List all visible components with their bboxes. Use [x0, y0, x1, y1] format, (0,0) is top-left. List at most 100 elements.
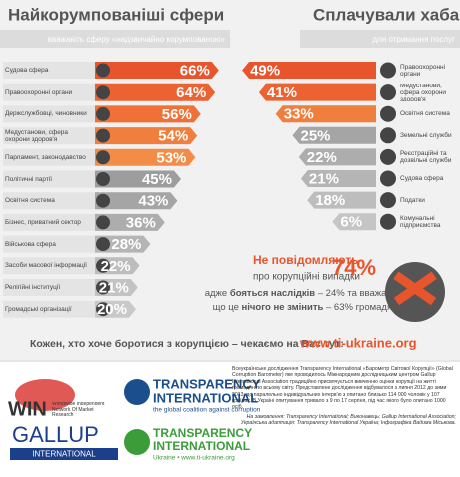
- category-label-box: Податки: [400, 196, 425, 204]
- subtitle-band: [0, 30, 230, 48]
- label-band: [3, 127, 95, 145]
- label-band: [3, 235, 95, 253]
- logo-text: INTERNATIONAL: [153, 390, 258, 405]
- notes: Всеукраїнське дослідження Transparency I…: [232, 366, 456, 426]
- category-label-box: Держслужбовці, чиновники: [5, 110, 87, 118]
- value-label: 64%: [176, 84, 206, 101]
- category-icon: [380, 213, 396, 230]
- footer-text: Кожен, хто хоче боротися з корупцією – ч…: [30, 338, 344, 350]
- category-label-box: Правоохоронні органи: [400, 63, 446, 78]
- win-gallup-logo: WIN Worldwide Independent Network Of Mar…: [8, 379, 118, 460]
- category-label: Медустанови, сфера охорони здоров'я: [400, 83, 447, 101]
- logo-sub: Worldwide Independent Network Of Market …: [52, 402, 104, 418]
- bar: [95, 62, 219, 79]
- bar: [242, 62, 376, 79]
- category-icon: [96, 215, 110, 230]
- category-icon: [96, 237, 110, 252]
- category-label: Медустанови, сфера охорони здоров'я: [5, 128, 69, 143]
- value-label: 56%: [162, 106, 192, 123]
- category-label: Правоохоронні органи: [5, 88, 73, 96]
- callout-text: Не повідомляють: [253, 253, 358, 267]
- category-label-box: Релігійні інституції: [5, 284, 60, 291]
- logo-text: INTERNATIONAL: [32, 450, 96, 459]
- category-icon: [96, 85, 110, 100]
- category-icon: [96, 63, 110, 78]
- category-icon: [380, 170, 396, 187]
- value-label: 21%: [99, 279, 129, 296]
- label-band: [3, 213, 95, 231]
- notes-body: Всеукраїнське дослідження Transparency I…: [232, 366, 453, 411]
- category-label-box: Реєстраційні та дозвільні служби: [400, 149, 452, 164]
- label-band: [3, 300, 95, 318]
- logo-text: GALLUP: [12, 422, 99, 447]
- value-label: 66%: [180, 62, 210, 79]
- value-label: 25%: [301, 127, 331, 144]
- category-label: Судова сфера: [400, 175, 444, 182]
- bar: [95, 105, 201, 123]
- category-label: Земельні служби: [400, 131, 452, 139]
- category-label-box: Правоохоронні органи: [5, 88, 73, 96]
- category-label: Політичні партії: [5, 175, 53, 183]
- ti-logo: TRANSPARENCY INTERNATIONAL the global co…: [124, 376, 261, 462]
- category-label-box: Медустанови, сфера охорони здоров'я: [400, 83, 447, 101]
- bar: [95, 192, 178, 210]
- label-band: [3, 170, 95, 188]
- category-icon: [380, 148, 396, 165]
- chart-title: Найкорумпованіші сфери: [8, 5, 224, 24]
- category-label: Правоохоронні органи: [400, 63, 446, 78]
- category-label: Податки: [400, 196, 425, 204]
- chart-subtitle: вважають сферу «надзвичайно корумпованою…: [48, 35, 226, 44]
- value-label: 41%: [267, 84, 297, 101]
- value-label: 28%: [111, 236, 141, 253]
- bar: [307, 191, 376, 209]
- callout-text: що це нічого не змінить – 63% громадян: [213, 302, 398, 313]
- category-label: Судова сфера: [5, 67, 49, 74]
- footer-url[interactable]: www.ti-ukraine.org: [299, 335, 417, 350]
- label-band: [3, 257, 95, 275]
- label-band: [3, 83, 95, 101]
- value-label: 20%: [97, 301, 127, 318]
- category-label-box: Парламент, законодавство: [5, 154, 86, 161]
- logo-text: the global coalition against corruption: [153, 407, 261, 414]
- value-label: 33%: [284, 106, 314, 123]
- label-band: [3, 279, 95, 296]
- category-label: Освітня система: [400, 110, 450, 118]
- category-icon: [96, 280, 110, 295]
- category-icon: [380, 62, 396, 79]
- category-label-box: Освітня система: [5, 197, 55, 205]
- chart-subtitle: для отримання послуг: [373, 35, 456, 44]
- category-label: Держслужбовці, чиновники: [5, 110, 87, 118]
- value-label: 6%: [340, 214, 362, 231]
- category-icon: [380, 127, 396, 144]
- bar: [95, 83, 216, 101]
- category-label-box: Політичні партії: [5, 175, 53, 183]
- callout-text: про корупційні випадки: [253, 272, 360, 283]
- value-label: 22%: [307, 149, 337, 166]
- logo-text: TRANSPARENCY: [153, 426, 252, 440]
- category-label-box: Медустанови, сфера охорони здоров'я: [5, 128, 69, 143]
- text-part: – 24% та вважають,: [315, 288, 405, 299]
- bar: [95, 213, 165, 231]
- logo-text: TRANSPARENCY: [153, 376, 261, 391]
- category-label-box: Комунальні підприємства: [400, 215, 441, 229]
- value-label: 54%: [158, 128, 188, 145]
- category-icon: [96, 172, 110, 186]
- category-label: Засоби масової інформації: [5, 262, 87, 270]
- text-part: нічого не змінить: [242, 302, 324, 313]
- category-icon: [96, 193, 110, 208]
- value-label: 45%: [142, 171, 172, 188]
- bar: [298, 148, 376, 166]
- value-label: 43%: [138, 193, 168, 210]
- logo-text: WIN: [8, 398, 47, 420]
- category-label-box: Громадські організації: [5, 306, 72, 313]
- text-part: що це: [213, 302, 242, 313]
- category-label: Реєстраційні та дозвільні служби: [400, 149, 452, 164]
- text-part: – 63% громадян: [323, 302, 397, 313]
- category-label-box: Освітня система: [400, 110, 450, 118]
- category-label: Освітня система: [5, 197, 55, 205]
- text-part: адже: [205, 288, 230, 299]
- category-icon: [96, 150, 110, 165]
- label-band: [3, 192, 95, 210]
- value-label: 18%: [315, 192, 345, 209]
